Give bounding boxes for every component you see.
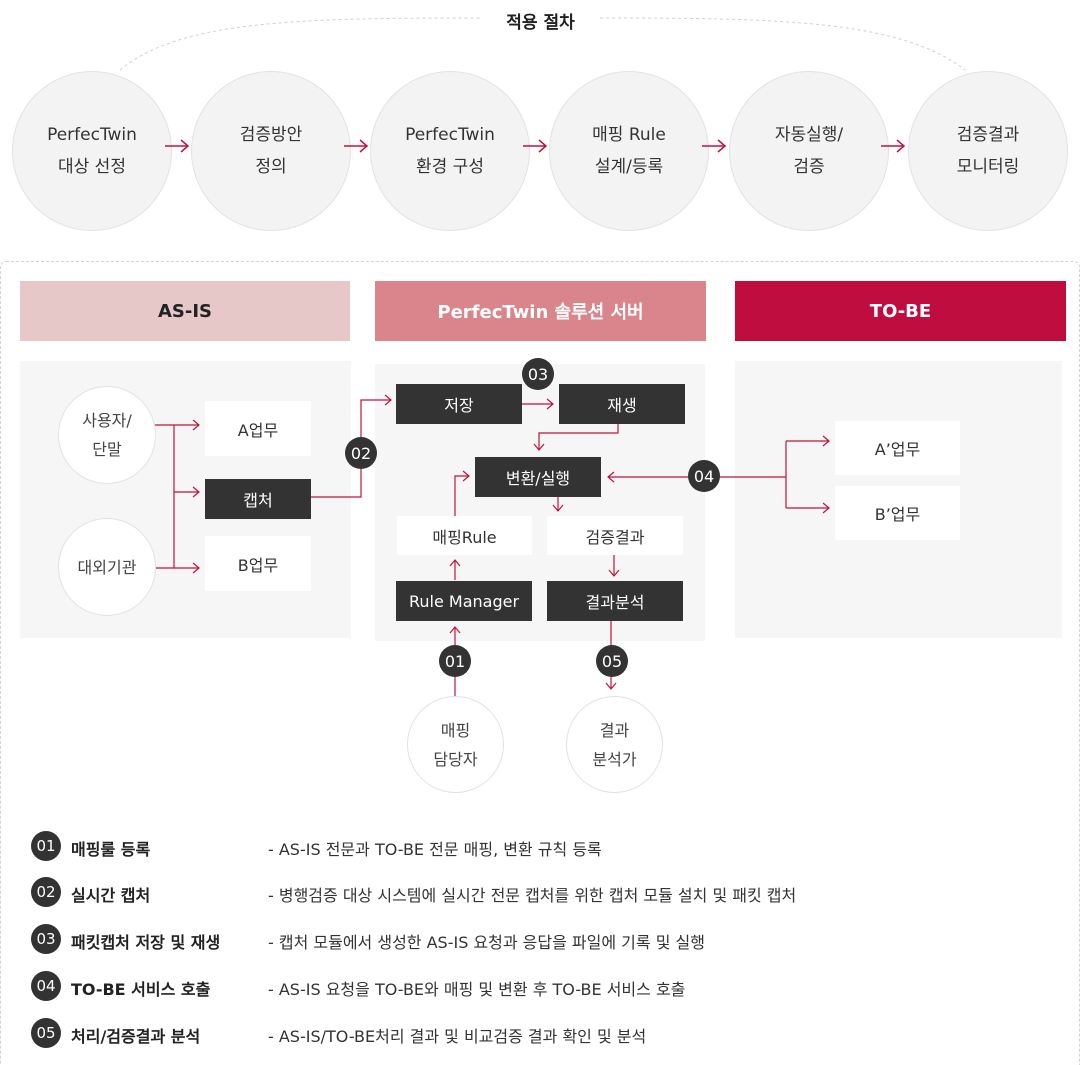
arrow-right-icon (523, 139, 548, 153)
convert-execute-node: 변환/실행 (475, 457, 601, 497)
step-badge-04: 04 (688, 460, 720, 492)
asis-task-a: A업무 (205, 401, 311, 456)
step-badge-05: 05 (596, 645, 628, 677)
process-step-3: PerfecTwin 환경 구성 (370, 71, 530, 231)
mapping-rule-node: 매핑Rule (397, 516, 532, 555)
process-step-label: 매핑 Rule 설계/등록 (592, 125, 666, 177)
legend-description: - 캡처 모듈에서 생성한 AS-IS 요청과 응답을 파일에 기록 및 실행 (268, 933, 705, 952)
step-badge-02: 02 (345, 437, 377, 469)
process-step-6: 검증결과 모니터링 (908, 71, 1068, 231)
tobe-task-a: A’업무 (835, 421, 960, 475)
arrow-right-icon (702, 139, 727, 153)
legend-badge: 04 (31, 971, 61, 1001)
legend-description: - 병행검증 대상 시스템에 실시간 전문 캡처를 위한 캡처 모듈 설치 및 … (268, 886, 797, 905)
arrow-right-icon (881, 139, 906, 153)
rule-manager-node: Rule Manager (396, 581, 532, 621)
legend-title: TO-BE 서비스 호출 (71, 980, 211, 999)
legend-title: 패킷캡처 저장 및 재생 (71, 933, 221, 952)
arrow-right-icon (165, 139, 190, 153)
step-badge-01: 01 (439, 645, 471, 677)
process-step-1: PerfecTwin 대상 선정 (12, 71, 172, 231)
result-analyst-node: 결과 분석가 (566, 696, 663, 793)
arrow-right-icon (344, 139, 369, 153)
step-badge-03: 03 (522, 358, 554, 390)
user-terminal-node: 사용자/ 단말 (58, 386, 156, 484)
legend-title: 실시간 캡처 (71, 886, 151, 905)
process-arrows (165, 139, 906, 153)
process-step-label: 검증방안 정의 (239, 125, 303, 177)
replay-node: 재생 (559, 384, 685, 424)
legend-badge: 03 (31, 924, 61, 954)
result-analysis-node: 결과분석 (547, 581, 683, 621)
asis-task-b: B업무 (205, 536, 311, 591)
process-step-2: 검증방안 정의 (191, 71, 351, 231)
process-connector-arc (119, 17, 966, 71)
process-step-label: 검증결과 모니터링 (956, 125, 1020, 177)
legend-description: - AS-IS 요청을 TO-BE와 매핑 및 변환 후 TO-BE 서비스 호… (268, 980, 686, 999)
legend-badge: 01 (31, 831, 61, 861)
legend-description: - AS-IS/TO-BE처리 결과 및 비교검증 결과 확인 및 분석 (268, 1027, 647, 1046)
process-step-5: 자동실행/ 검증 (729, 71, 889, 231)
process-step-4: 매핑 Rule 설계/등록 (549, 71, 709, 231)
legend-description: - AS-IS 전문과 TO-BE 전문 매핑, 변환 규칙 등록 (268, 840, 602, 859)
mapping-owner-node: 매핑 담당자 (407, 696, 504, 793)
save-node: 저장 (396, 384, 522, 424)
asis-header: AS-IS (20, 281, 350, 341)
tobe-task-b: B’업무 (835, 486, 960, 540)
server-header: PerfecTwin 솔루션 서버 (375, 281, 706, 341)
capture-node: 캡처 (205, 479, 311, 519)
tobe-header: TO-BE (735, 281, 1066, 341)
legend-badge: 02 (31, 877, 61, 907)
process-step-label: PerfecTwin 환경 구성 (405, 125, 495, 177)
process-title: 적용 절차 (506, 13, 575, 33)
process-step-label: PerfecTwin 대상 선정 (47, 125, 137, 177)
legend-title: 처리/검증결과 분석 (71, 1027, 201, 1046)
process-step-label: 자동실행/ 검증 (774, 125, 844, 177)
legend-badge: 05 (31, 1018, 61, 1048)
external-agency-node: 대외기관 (58, 518, 156, 616)
architecture-container (0, 261, 1080, 1065)
verify-result-node: 검증결과 (547, 516, 683, 555)
legend-title: 매핑룰 등록 (71, 840, 151, 859)
